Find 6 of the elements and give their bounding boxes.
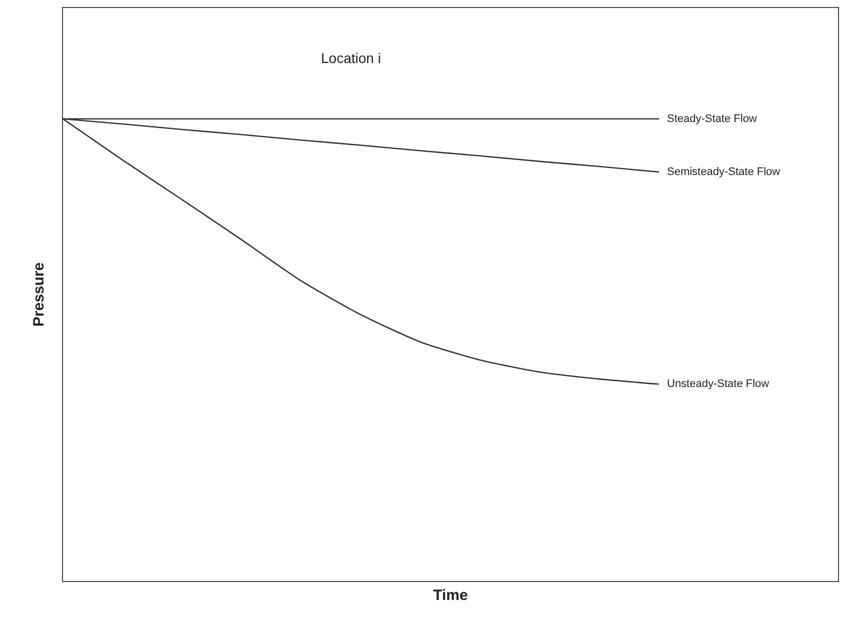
series-label: Unsteady-State Flow (667, 378, 770, 390)
x-axis-title: Time (433, 587, 468, 604)
series-label: Semisteady-State Flow (667, 166, 780, 178)
series-label: Steady-State Flow (667, 113, 757, 125)
y-axis-title: Pressure (30, 262, 48, 327)
text: Location i (321, 50, 381, 66)
